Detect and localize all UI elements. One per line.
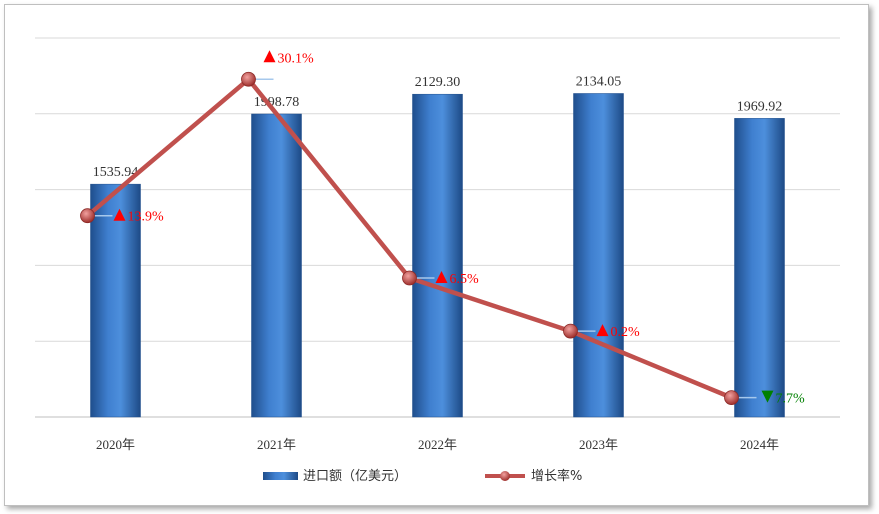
bar — [412, 93, 463, 418]
growth-rate-label: 6.5% — [450, 272, 480, 287]
bar-value-label: 1969.92 — [737, 99, 783, 114]
growth-rate-label: 0.2% — [611, 325, 641, 340]
x-axis-labels: 2020年 2021年 2022年 2023年 2024年 — [96, 437, 779, 452]
legend-bar-swatch — [263, 472, 298, 480]
growth-point — [724, 390, 739, 406]
growth-point — [563, 323, 578, 339]
x-tick-label: 2023年 — [579, 437, 618, 452]
bar-value-label: 2129.30 — [415, 75, 461, 90]
x-tick-label: 2021年 — [257, 437, 296, 452]
up-arrow-icon — [596, 324, 609, 337]
x-tick-label: 2024年 — [740, 437, 779, 452]
bar — [734, 118, 785, 418]
legend-line-label: 增长率% — [531, 468, 582, 484]
bar — [251, 113, 302, 418]
growth-rate-label: 30.1% — [278, 51, 315, 66]
growth-point — [241, 71, 256, 87]
growth-point — [80, 208, 95, 224]
growth-labels: 13.9% 30.1% 6.5% 0.2% 7.7% — [113, 50, 806, 407]
up-arrow-icon — [113, 208, 126, 221]
up-arrow-icon — [263, 50, 276, 63]
x-tick-label: 2022年 — [418, 437, 457, 452]
growth-rate-label: 13.9% — [128, 210, 165, 225]
growth-point — [402, 270, 417, 286]
growth-rate-label: 7.7% — [776, 392, 806, 407]
legend-line-marker — [500, 471, 510, 481]
bar-series — [90, 93, 785, 418]
up-arrow-icon — [435, 271, 448, 284]
x-tick-label: 2020年 — [96, 437, 135, 452]
bar-value-label: 1535.94 — [93, 165, 139, 180]
legend-bar-label: 进口额（亿美元） — [303, 469, 407, 484]
bar — [573, 93, 624, 418]
growth-line — [86, 77, 733, 400]
chart-frame: 1535.94 1998.78 2129.30 2134.05 1969.92 13.9… — [4, 4, 869, 506]
line-series — [80, 71, 757, 406]
legend: 进口额（亿美元） 增长率% — [263, 468, 582, 484]
bar-value-label: 2134.05 — [576, 74, 622, 89]
down-arrow-icon — [761, 390, 774, 403]
bar — [90, 183, 141, 418]
